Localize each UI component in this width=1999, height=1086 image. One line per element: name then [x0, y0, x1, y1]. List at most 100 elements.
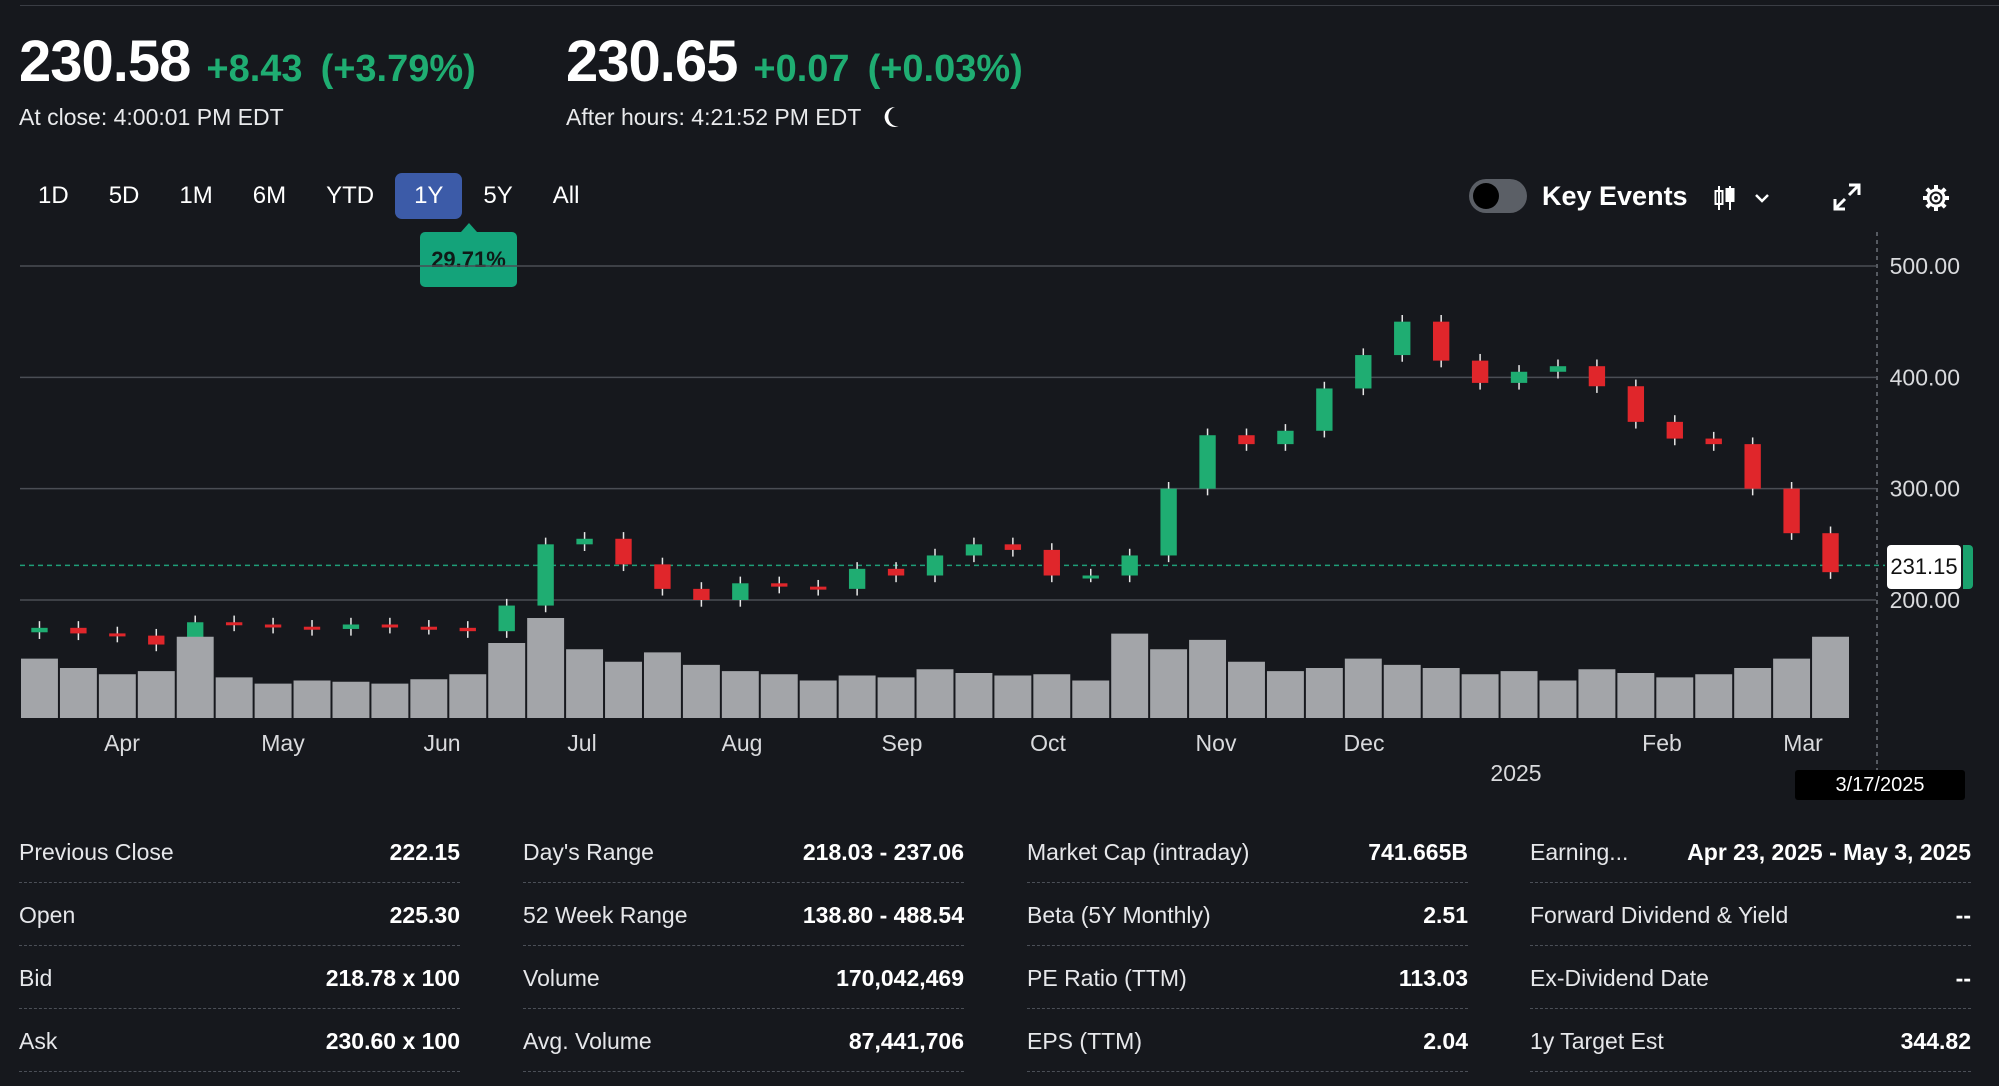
stats-row: Market Cap (intraday) 741.665B [1027, 820, 1468, 883]
volume-bar [1461, 674, 1499, 718]
stat-value: 344.82 [1900, 1027, 1971, 1054]
candle-body [537, 544, 554, 606]
candle-body [1082, 575, 1099, 579]
volume-bar [1422, 668, 1460, 718]
close-time: At close: 4:00:01 PM EDT [19, 104, 284, 130]
close-quote: 230.58 +8.43 (+3.79%) [19, 28, 476, 95]
volume-bar [1305, 668, 1343, 718]
candle-body [498, 605, 515, 632]
candle-body [342, 624, 360, 629]
after-hours-info: After hours: 4:21:52 PM EDT [566, 104, 901, 134]
stats-row: Volume 170,042,469 [523, 946, 964, 1009]
candle-body [1004, 544, 1022, 550]
candle-body [615, 538, 632, 565]
candle-body [31, 627, 48, 633]
candle-body [1432, 321, 1450, 361]
volume-bar [1033, 674, 1071, 718]
x-tick-label: Jul [567, 730, 596, 756]
candle-body [1121, 555, 1138, 576]
volume-bar [527, 618, 565, 718]
candle-body [1627, 386, 1645, 422]
close-change: +8.43 [206, 48, 303, 90]
expand-button[interactable] [1832, 182, 1862, 217]
moon-icon [883, 106, 901, 134]
volume-bar [21, 658, 58, 718]
volume-bar [955, 673, 993, 718]
after-hours-quote: 230.65 +0.07 (+0.03%) [566, 28, 1023, 95]
range-button-all[interactable]: All [552, 182, 580, 209]
price-chart[interactable]: 500.00 400.00 300.00 200.00 Apr May Jun Jul Aug S… [0, 0, 1999, 810]
stat-value: 741.665B [1368, 838, 1468, 865]
range-button-5d[interactable]: 5D [108, 182, 140, 209]
volume-bar [1734, 668, 1772, 718]
close-change-percent: (+3.79%) [320, 48, 476, 90]
stat-label: Market Cap (intraday) [1027, 838, 1250, 865]
after-hours-change-percent: (+0.03%) [867, 48, 1023, 90]
candle-body [109, 633, 126, 637]
stat-label: 52 Week Range [523, 901, 688, 928]
stat-value: 222.15 [389, 838, 460, 865]
chart-type-button[interactable] [1714, 183, 1774, 218]
volume-bar [1344, 658, 1382, 718]
settings-button[interactable] [1921, 183, 1951, 218]
volume-bar [605, 661, 642, 718]
expand-icon [1832, 183, 1862, 216]
candle-body [303, 626, 321, 630]
top-divider [20, 5, 1999, 6]
candle-body [1510, 371, 1528, 383]
volume-bar [137, 671, 175, 718]
candle-body [1549, 366, 1567, 372]
range-selector: 1D 5D 1M 6M YTD 1Y 5Y All [19, 173, 600, 219]
stats-row: 52 Week Range 138.80 - 488.54 [523, 883, 964, 946]
x-tick-label: Sep [882, 730, 923, 756]
volume-bar [410, 679, 448, 718]
range-button-6m[interactable]: 6M [252, 182, 287, 209]
range-performance-tag: 29.71% [420, 223, 517, 287]
volume-bar [566, 649, 604, 718]
candle-body [576, 538, 593, 545]
volume-bar [98, 674, 136, 718]
range-button-1y[interactable]: 1Y [395, 173, 463, 219]
stats-column: Day's Range 218.03 - 237.06 52 Week Range 1… [523, 820, 964, 1072]
volume-bar [1072, 680, 1110, 718]
stats-row: Beta (5Y Monthly) 2.51 [1027, 883, 1468, 946]
volume-bar [1383, 664, 1421, 718]
y-tick-label: 400.00 [1890, 364, 1960, 390]
stat-value: 138.80 - 488.54 [802, 901, 964, 928]
x-tick-label: Dec [1344, 730, 1385, 756]
volume-bar [643, 652, 681, 718]
stats-row: Avg. Volume 87,441,706 [523, 1009, 964, 1072]
x-tick-label: Nov [1196, 730, 1237, 756]
chevron-down-icon [1754, 191, 1770, 209]
y-tick-label: 300.00 [1890, 476, 1960, 502]
candle-body [1043, 549, 1060, 576]
candle-body [810, 586, 827, 590]
volume-bar [332, 681, 370, 718]
volume-bar [254, 683, 292, 718]
volume-bar [1150, 649, 1188, 718]
volume-bar [1111, 633, 1149, 718]
candle-body [654, 564, 671, 589]
candle-body [693, 588, 710, 600]
range-button-5y[interactable]: 5Y [483, 182, 513, 209]
candle-body [148, 635, 165, 645]
stats-row: PE Ratio (TTM) 113.03 [1027, 946, 1468, 1009]
toggle-knob [1473, 183, 1499, 209]
candle-body [848, 568, 866, 589]
stat-value: 218.78 x 100 [325, 964, 460, 991]
x-tick-label: Feb [1642, 730, 1682, 756]
range-button-1m[interactable]: 1M [179, 182, 213, 209]
volume-bar [488, 643, 526, 718]
key-events-toggle[interactable] [1469, 179, 1527, 213]
x-tick-label: May [261, 730, 305, 756]
volume-bar [1500, 671, 1538, 718]
stat-value: Apr 23, 2025 - May 3, 2025 [1687, 838, 1971, 865]
candle-body [1783, 488, 1800, 534]
volume-bar [1617, 673, 1655, 718]
range-button-1d[interactable]: 1D [38, 182, 69, 209]
close-price: 230.58 [19, 29, 191, 94]
volume-bar [1228, 661, 1265, 718]
x-tick-label: Oct [1030, 730, 1066, 756]
volume-bar [760, 674, 798, 718]
range-button-ytd[interactable]: YTD [326, 182, 375, 209]
